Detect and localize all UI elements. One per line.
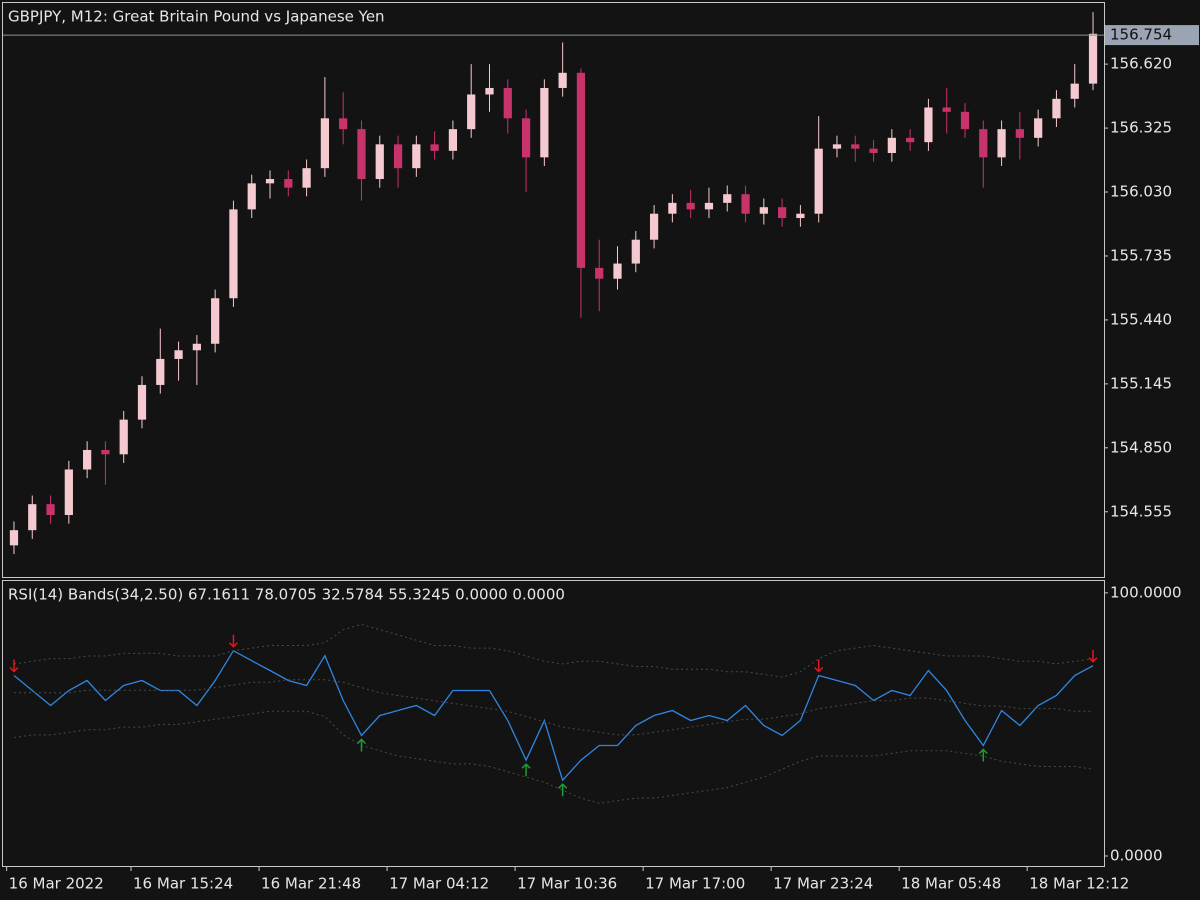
candle-body bbox=[46, 504, 55, 516]
candle-body bbox=[887, 137, 896, 154]
x-tick-label: 17 Mar 17:00 bbox=[645, 875, 745, 893]
candle-body bbox=[631, 239, 640, 264]
candle-body bbox=[741, 194, 750, 214]
indicator-title: RSI(14) Bands(34,2.50) 67.1611 78.0705 3… bbox=[8, 586, 565, 604]
candle-body bbox=[137, 384, 147, 420]
series-line bbox=[14, 679, 1093, 736]
candle-body bbox=[119, 419, 128, 455]
candle-body bbox=[759, 207, 768, 214]
candle-body bbox=[814, 148, 823, 214]
candle-body bbox=[924, 107, 933, 143]
candle-body bbox=[430, 144, 439, 151]
candle-body bbox=[320, 118, 330, 169]
candle-body bbox=[64, 469, 73, 516]
last-price-label: 156.754 bbox=[1110, 26, 1172, 44]
candle-body bbox=[393, 144, 403, 169]
x-tick-label: 17 Mar 10:36 bbox=[517, 875, 617, 893]
x-tick-label: 18 Mar 05:48 bbox=[901, 875, 1001, 893]
candle-body bbox=[942, 107, 951, 112]
candle-body bbox=[229, 209, 238, 299]
candle-body bbox=[412, 144, 421, 169]
candle-body bbox=[284, 179, 293, 188]
sell-arrow bbox=[1088, 649, 1098, 663]
x-tick-label: 17 Mar 23:24 bbox=[773, 875, 873, 893]
candle-body bbox=[375, 144, 384, 180]
series-line bbox=[13, 623, 1094, 678]
candle-body bbox=[156, 358, 165, 385]
candle-body bbox=[1088, 33, 1098, 84]
candle-body bbox=[339, 118, 348, 130]
candle-body bbox=[485, 87, 494, 95]
rsi-panel bbox=[2, 580, 1105, 867]
candle-body bbox=[704, 202, 714, 210]
y-tick-label: 100.0000 bbox=[1110, 583, 1182, 601]
candle-body bbox=[686, 202, 695, 210]
candle-body bbox=[174, 350, 183, 359]
candle-body bbox=[1034, 118, 1043, 138]
candle-body bbox=[960, 111, 970, 130]
candle-body bbox=[101, 449, 110, 455]
x-tick-label: 17 Mar 04:12 bbox=[389, 875, 489, 893]
candle-body bbox=[265, 179, 275, 184]
last-price-box bbox=[1105, 25, 1199, 46]
x-tick-label: 16 Mar 21:48 bbox=[261, 875, 361, 893]
series-line bbox=[13, 649, 1094, 782]
y-tick-label: 155.145 bbox=[1110, 374, 1172, 392]
y-tick-label: 156.030 bbox=[1110, 183, 1172, 201]
candle-body bbox=[576, 72, 586, 268]
candle-body bbox=[9, 530, 19, 546]
candle-body bbox=[796, 213, 805, 219]
sell-arrow bbox=[814, 659, 824, 673]
candle-body bbox=[211, 298, 220, 344]
candle-body bbox=[906, 137, 915, 143]
buy-arrow bbox=[356, 738, 366, 752]
candle-body bbox=[1070, 83, 1079, 99]
sell-arrow bbox=[9, 659, 19, 673]
candle-body bbox=[649, 213, 659, 240]
buy-arrow bbox=[558, 783, 568, 797]
candle-body bbox=[503, 87, 512, 119]
candle-body bbox=[869, 148, 878, 154]
candle-body bbox=[448, 129, 458, 151]
y-tick-label: 155.735 bbox=[1110, 246, 1172, 264]
candle-body bbox=[1052, 98, 1061, 119]
candle-body bbox=[668, 202, 677, 214]
candle-body bbox=[28, 504, 37, 531]
candle-body bbox=[613, 263, 622, 279]
candle-body bbox=[558, 72, 567, 88]
series-line bbox=[13, 710, 1094, 804]
candle-body bbox=[595, 267, 604, 279]
candle-body bbox=[777, 207, 787, 219]
candle-body bbox=[247, 183, 256, 210]
candle-body bbox=[192, 343, 201, 351]
price-panel bbox=[2, 2, 1105, 578]
candle-body bbox=[467, 94, 476, 130]
candle-body bbox=[832, 144, 842, 149]
candle-body bbox=[1015, 129, 1024, 138]
chart-title: GBPJPY, M12: Great Britain Pound vs Japa… bbox=[8, 8, 385, 26]
buy-arrow bbox=[521, 763, 531, 777]
sell-arrow bbox=[228, 634, 238, 648]
y-tick-label: 154.850 bbox=[1110, 438, 1172, 456]
y-tick-label: 156.620 bbox=[1110, 55, 1172, 73]
y-tick-label: 154.555 bbox=[1110, 502, 1172, 520]
candle-body bbox=[357, 129, 366, 180]
y-tick-label: 155.440 bbox=[1110, 310, 1172, 328]
x-tick-label: 18 Mar 12:12 bbox=[1029, 875, 1129, 893]
candle-body bbox=[540, 87, 549, 158]
candle-body bbox=[83, 449, 92, 470]
candle-body bbox=[851, 144, 860, 149]
candle-body bbox=[723, 194, 732, 203]
buy-arrow bbox=[978, 748, 988, 762]
x-tick-label: 16 Mar 2022 bbox=[9, 875, 104, 893]
candle-body bbox=[997, 129, 1006, 158]
candle-body bbox=[521, 118, 531, 158]
candle-body bbox=[979, 129, 988, 158]
x-tick-label: 16 Mar 15:24 bbox=[133, 875, 233, 893]
candle-body bbox=[302, 168, 311, 188]
y-tick-label: 0.0000 bbox=[1110, 847, 1163, 865]
y-tick-label: 156.325 bbox=[1110, 119, 1172, 137]
